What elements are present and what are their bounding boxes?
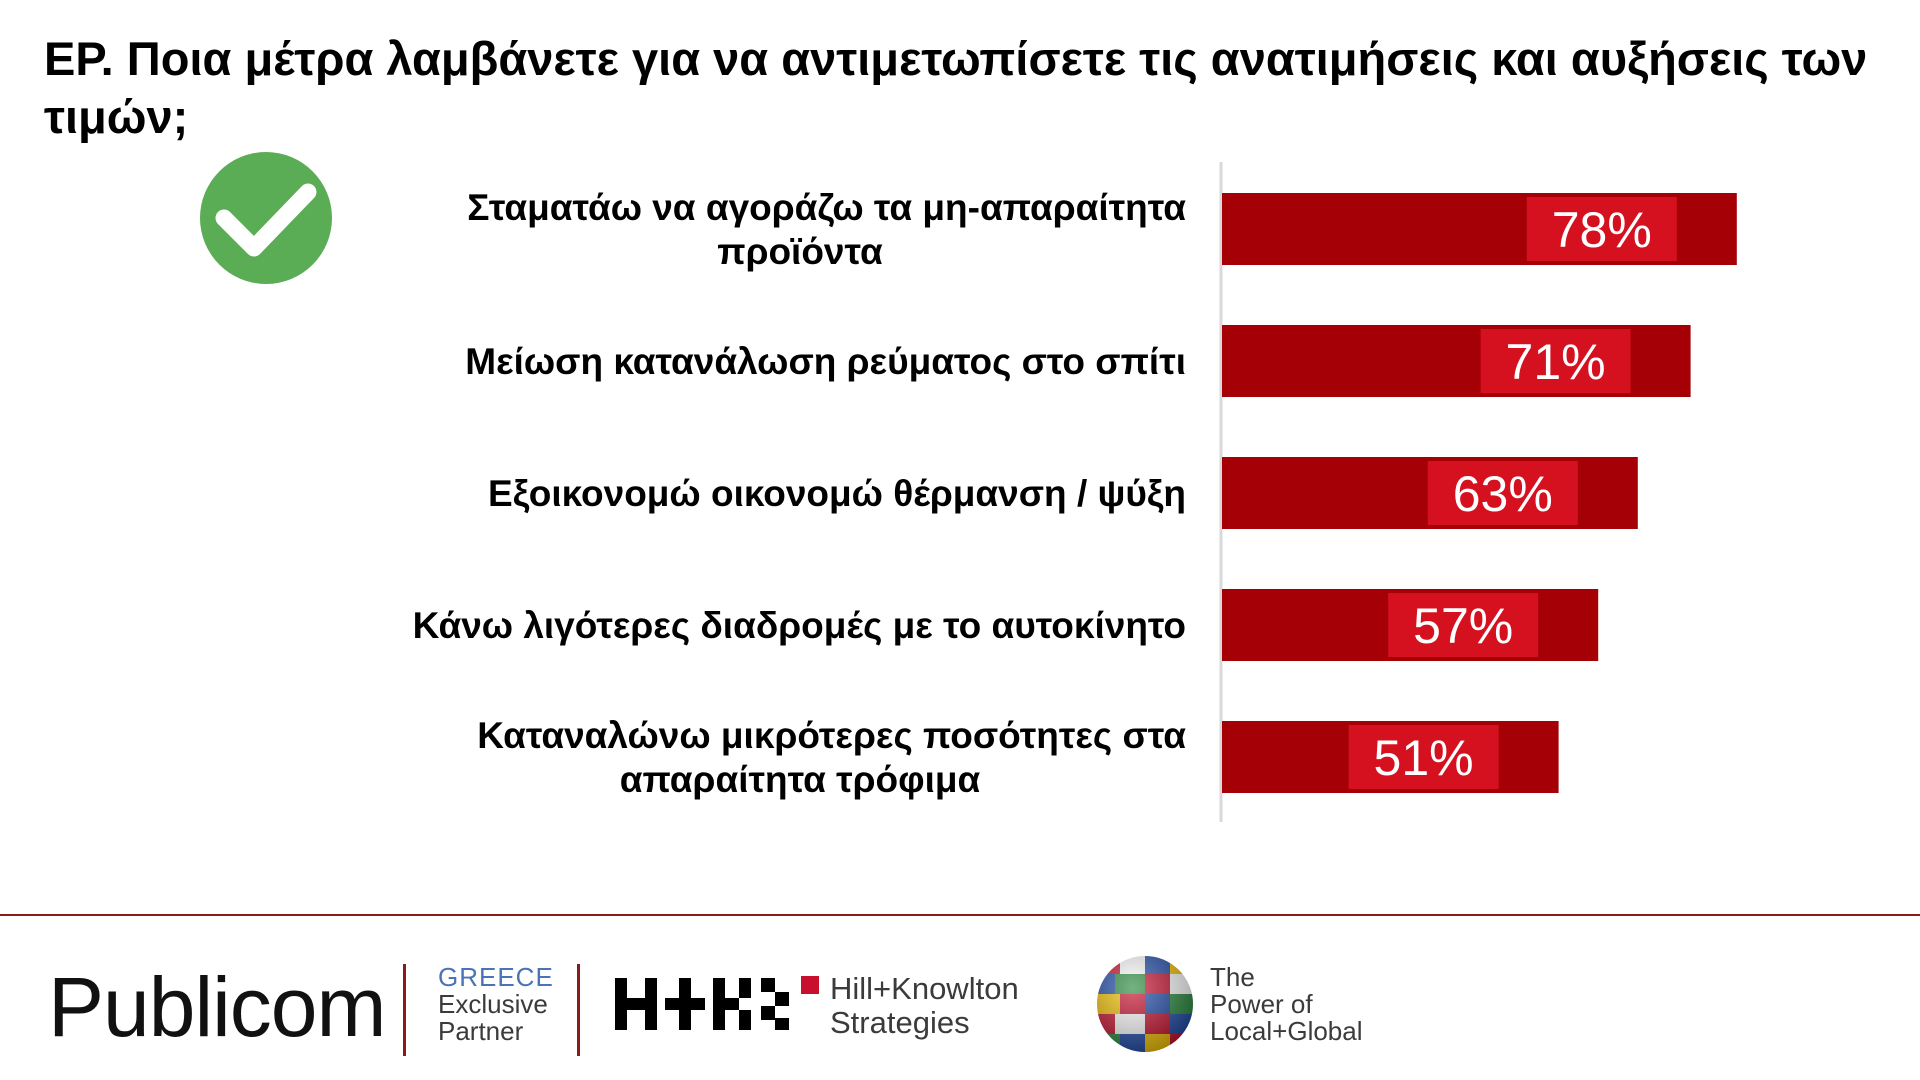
footer: Publicom GREECE Exclusive Partner — [0, 916, 1920, 1080]
category-label-5-line-1: Καταναλώνω μικρότερες ποσότητες στα — [477, 715, 1186, 756]
value-box-2 — [1480, 329, 1631, 393]
flag-globe-icon — [1097, 956, 1193, 1052]
checkmark-glyph — [215, 183, 317, 257]
category-label-1-line-2: προϊόντα — [717, 231, 883, 272]
partner-text: GREECE Exclusive Partner — [438, 964, 554, 1045]
page-title: ΕΡ. Ποια μέτρα λαμβάνετε για να αντιμετω… — [44, 32, 1868, 143]
footer-divider — [0, 914, 1920, 916]
value-box-5 — [1348, 725, 1499, 789]
value-label-1: 78% — [1552, 202, 1652, 258]
bar-chart: 78% Σταματάω να αγοράζω τα μη-απαραίτηταπ… — [413, 162, 1737, 822]
hk-text: Hill+Knowlton Strategies — [830, 972, 1019, 1040]
value-label-3: 63% — [1453, 466, 1553, 522]
category-label-5-line-2: απαραίτητα τρόφιμα — [620, 759, 981, 800]
category-label-3-line-1: Εξοικονομώ οικονομώ θέρμανση / ψύξη — [488, 473, 1186, 514]
global-line-3: Local+Global — [1210, 1016, 1363, 1046]
hk-line-1: Hill+Knowlton — [830, 971, 1019, 1006]
category-label-4-line-1: Κάνω λιγότερες διαδρομές με το αυτοκίνητ… — [413, 605, 1186, 646]
partner-line-exclusive: Exclusive — [438, 989, 548, 1019]
hk-line-2: Strategies — [830, 1005, 970, 1040]
value-box-1 — [1526, 197, 1677, 261]
value-box-3 — [1427, 461, 1578, 525]
global-line-2: Power of — [1210, 989, 1313, 1019]
global-text: The Power of Local+Global — [1210, 964, 1363, 1045]
value-label-4: 57% — [1413, 598, 1513, 654]
hk-logo-icon — [615, 976, 819, 1030]
publicom-logo: Publicom — [48, 960, 386, 1054]
footer-separator — [577, 964, 580, 1056]
category-label-2-line-1: Μείωση κατανάλωση ρεύματος στο σπίτι — [465, 341, 1186, 382]
value-box-4 — [1388, 593, 1539, 657]
category-label-1-line-1: Σταματάω να αγοράζω τα μη-απαραίτητα — [467, 187, 1186, 228]
partner-line-greece: GREECE — [438, 962, 554, 992]
check-circle-icon — [200, 152, 332, 284]
partner-line-partner: Partner — [438, 1016, 524, 1046]
value-label-5: 51% — [1374, 730, 1474, 786]
value-label-2: 71% — [1506, 334, 1606, 390]
global-line-1: The — [1210, 962, 1255, 992]
footer-separator — [403, 964, 406, 1056]
